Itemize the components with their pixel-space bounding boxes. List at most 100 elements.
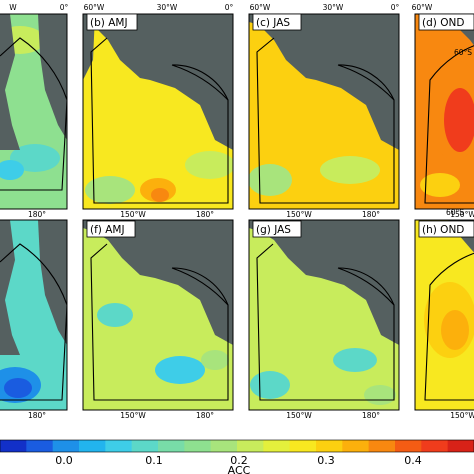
bottom-tick-label: 180°: [28, 411, 46, 420]
colorbar: 0.0 0.1 0.2 0.3 0.4 ACC: [0, 439, 474, 474]
panel-label: (f) AMJ: [90, 224, 125, 236]
map-panel-2: 60°W 30°W 0° 150°W 180° (b) AMJ: [82, 3, 234, 219]
land-sector-arc: [337, 64, 395, 101]
acc-blob-high: [308, 132, 332, 148]
top-tick-label: 30°W: [157, 3, 178, 12]
bottom-tick-label: 180°: [28, 210, 46, 219]
acc-blob-high: [151, 188, 169, 202]
acc-blob-high: [441, 310, 469, 350]
land-mass: [83, 14, 233, 150]
bottom-tick-label: 180°: [362, 210, 380, 219]
colorbar-segment: [395, 440, 422, 452]
colorbar-segment: [131, 440, 159, 452]
colorbar-segment: [447, 440, 474, 452]
bottom-tick-label: 150°W: [120, 210, 146, 219]
panel-label-box: [86, 13, 138, 31]
panel-label-box: [252, 13, 302, 31]
land-mass: [38, 14, 67, 140]
top-tick-label: 0°: [60, 3, 69, 12]
acc-blob-low: [249, 164, 292, 196]
colorbar-segment: [421, 440, 449, 452]
acc-blob-low: [185, 151, 233, 179]
bottom-tick-label: 150°W: [450, 210, 474, 219]
top-tick-label: W: [9, 3, 17, 12]
colorbar-segment: [237, 440, 264, 452]
colorbar-tick-label: 0.2: [230, 454, 248, 467]
map-panel-3: 60°W 30°W 0° 150°W 180° (c) JAS: [248, 3, 400, 219]
acc-blob-low: [155, 356, 205, 384]
acc-blob-low: [420, 173, 460, 197]
land-mass: [83, 14, 95, 80]
panel-frame: [0, 13, 68, 210]
panel-frame: [82, 219, 234, 411]
panel-label-box: [252, 220, 302, 238]
sector-outline: [256, 243, 395, 401]
panel-frame: [248, 219, 400, 411]
panel-label: (b) AMJ: [90, 17, 128, 29]
panel-label-box: [418, 220, 474, 238]
map-panel-4: 60°W 60°S 150°W 60°S (d) OND: [412, 3, 474, 219]
sector-outline: [424, 252, 474, 401]
colorbar-segment: [368, 440, 396, 452]
colorbar-segment: [158, 440, 185, 452]
panel-frame: [82, 13, 234, 210]
sector-outline: [424, 45, 474, 204]
colorbar-segments: [0, 440, 474, 452]
bottom-tick-label: 180°: [196, 210, 214, 219]
bottom-tick-label: 180°: [362, 411, 380, 420]
panel-frame: [248, 13, 400, 210]
colorbar-tick-label: 0.3: [317, 454, 335, 467]
land-sector-arc: [171, 64, 229, 101]
sector-outline: [256, 37, 395, 204]
panel-label: (d) OND: [422, 17, 464, 29]
bottom-tick-label: 150°W: [286, 411, 312, 420]
land-sector-arc: [337, 267, 395, 306]
panel-label: (g) JAS: [256, 224, 291, 236]
land-mass: [0, 220, 20, 355]
acc-blob-low: [250, 371, 290, 399]
top-tick-label: 0°: [391, 3, 400, 12]
panel-label: (c) JAS: [256, 17, 290, 29]
colorbar-segment: [105, 440, 133, 452]
bottom-tick-label: 150°W: [286, 210, 312, 219]
bottom-tick-label: 150°W: [120, 411, 146, 420]
colorbar-segment: [79, 440, 106, 452]
colorbar-segment: [0, 440, 27, 452]
bottom-tick-label: 150°W: [450, 411, 474, 420]
top-tick-label: 60°W: [250, 3, 271, 12]
acc-blob-low: [4, 378, 32, 398]
top-tick-label: 0°: [225, 3, 234, 12]
colorbar-title: ACC: [228, 464, 251, 474]
bottom-tick-label: 60°S: [446, 208, 464, 217]
acc-blob-high: [201, 350, 229, 370]
colorbar-segment: [289, 440, 317, 452]
panel-frame: [414, 219, 474, 411]
panel-label-box: [418, 13, 474, 31]
colorbar-tick-label: 0.1: [145, 454, 163, 467]
top-tick-label: 60°W: [412, 3, 433, 12]
colorbar-segment: [52, 440, 80, 452]
acc-blob-low: [85, 176, 135, 204]
acc-blob-high: [364, 385, 396, 405]
colorbar-tick-label: 0.4: [404, 454, 422, 467]
colorbar-segment: [184, 440, 212, 452]
acc-blob-low: [333, 348, 377, 372]
panel-label: (h) OND: [422, 224, 464, 236]
map-panel-1: W 0° 180°: [0, 3, 69, 219]
map-panel-6: 150°W 180° (f) AMJ: [82, 219, 234, 420]
top-tick-label: 60°S: [454, 48, 472, 57]
map-panel-5: 180°: [0, 219, 68, 420]
map-panel-8: 150°W (h) OND: [414, 219, 474, 420]
top-tick-label: 30°W: [323, 3, 344, 12]
colorbar-segment: [263, 440, 291, 452]
bottom-tick-label: 180°: [196, 411, 214, 420]
panel-frame: [0, 219, 68, 411]
sector-outline: [90, 37, 229, 204]
land-mass: [249, 14, 399, 150]
colorbar-segment: [26, 440, 54, 452]
colorbar-tick-label: 0.0: [55, 454, 73, 467]
land-mass: [249, 220, 399, 345]
map-panel-7: 150°W 180° (g) JAS: [248, 219, 400, 420]
acc-blob-low: [10, 144, 60, 172]
